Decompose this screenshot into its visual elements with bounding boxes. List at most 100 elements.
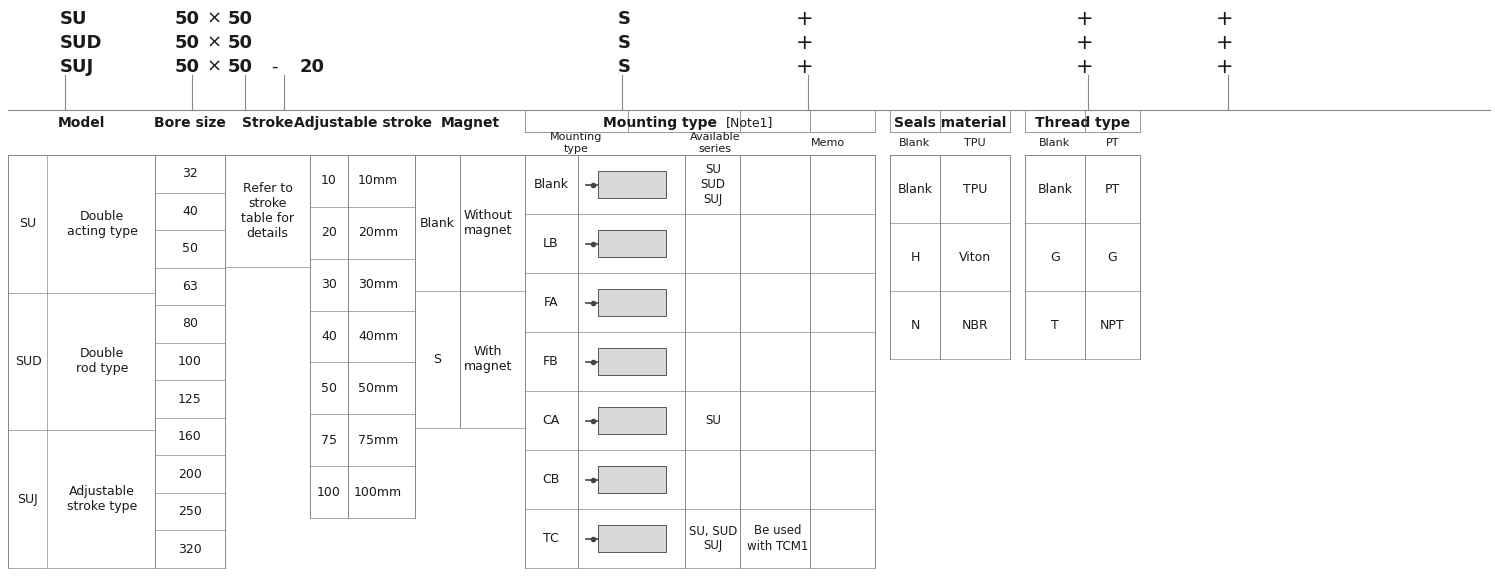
Text: 20: 20 bbox=[300, 58, 324, 76]
Text: SU: SU bbox=[706, 414, 721, 427]
Text: +: + bbox=[797, 9, 813, 29]
Text: 50: 50 bbox=[182, 242, 197, 255]
Text: 32: 32 bbox=[182, 167, 197, 180]
Text: 250: 250 bbox=[178, 505, 202, 518]
Text: SU, SUD
SUJ: SU, SUD SUJ bbox=[689, 524, 737, 553]
Text: 40: 40 bbox=[321, 330, 336, 343]
Text: 80: 80 bbox=[182, 317, 197, 331]
Text: -: - bbox=[271, 58, 278, 76]
Text: SUJ: SUJ bbox=[18, 492, 39, 506]
Text: Blank: Blank bbox=[534, 178, 568, 191]
Text: 30mm: 30mm bbox=[357, 278, 398, 291]
Text: Seals material: Seals material bbox=[894, 116, 1006, 130]
Text: H: H bbox=[910, 251, 919, 264]
Bar bbox=[598, 466, 665, 493]
Text: SU: SU bbox=[19, 218, 36, 230]
Text: SU
SUD
SUJ: SU SUD SUJ bbox=[701, 163, 725, 206]
Text: ×: × bbox=[206, 58, 223, 76]
Bar bbox=[598, 525, 665, 552]
Text: Thread type: Thread type bbox=[1035, 116, 1130, 130]
Text: Viton: Viton bbox=[958, 251, 991, 264]
Text: 50: 50 bbox=[229, 34, 253, 52]
Text: 20: 20 bbox=[321, 226, 336, 240]
Text: 10: 10 bbox=[321, 175, 336, 187]
Text: Available
series: Available series bbox=[689, 132, 740, 154]
Text: 200: 200 bbox=[178, 467, 202, 481]
Text: S: S bbox=[434, 353, 441, 366]
Text: PT: PT bbox=[1106, 138, 1120, 148]
Text: G: G bbox=[1108, 251, 1117, 264]
Text: Mounting
type: Mounting type bbox=[550, 132, 602, 154]
Text: ×: × bbox=[206, 10, 223, 28]
Bar bbox=[598, 407, 665, 434]
Text: TPU: TPU bbox=[963, 183, 987, 195]
Text: Mounting type: Mounting type bbox=[602, 116, 718, 130]
Text: 50: 50 bbox=[229, 58, 253, 76]
Text: 50: 50 bbox=[175, 34, 200, 52]
Text: +: + bbox=[1217, 57, 1233, 77]
Text: Refer to
stroke
table for
details: Refer to stroke table for details bbox=[241, 182, 295, 240]
Text: 50: 50 bbox=[175, 58, 200, 76]
Text: 75: 75 bbox=[321, 434, 336, 447]
Text: +: + bbox=[1217, 33, 1233, 53]
Text: With
magnet: With magnet bbox=[463, 346, 513, 374]
Text: Blank: Blank bbox=[420, 217, 454, 230]
Text: +: + bbox=[1217, 9, 1233, 29]
Text: S: S bbox=[617, 34, 631, 52]
Text: +: + bbox=[1076, 33, 1094, 53]
Text: 75mm: 75mm bbox=[357, 434, 398, 447]
Text: 63: 63 bbox=[182, 280, 197, 293]
Text: +: + bbox=[1076, 9, 1094, 29]
Text: Bore size: Bore size bbox=[154, 116, 226, 130]
Text: FB: FB bbox=[543, 355, 559, 368]
Text: Adjustable stroke: Adjustable stroke bbox=[293, 116, 432, 130]
Text: FA: FA bbox=[544, 296, 558, 309]
Text: TC: TC bbox=[543, 532, 559, 545]
Text: Blank: Blank bbox=[1039, 138, 1070, 148]
Text: NBR: NBR bbox=[961, 319, 988, 332]
Text: Blank: Blank bbox=[897, 183, 933, 195]
Text: 125: 125 bbox=[178, 393, 202, 405]
Text: Blank: Blank bbox=[900, 138, 930, 148]
Text: Blank: Blank bbox=[1038, 183, 1072, 195]
Text: +: + bbox=[797, 57, 813, 77]
Text: S: S bbox=[617, 10, 631, 28]
Text: CA: CA bbox=[543, 414, 559, 427]
Text: Magnet: Magnet bbox=[441, 116, 499, 130]
Text: SUD: SUD bbox=[60, 34, 103, 52]
Text: Double
rod type: Double rod type bbox=[76, 347, 129, 375]
Text: T: T bbox=[1051, 319, 1058, 332]
Text: SU: SU bbox=[60, 10, 88, 28]
Text: 50: 50 bbox=[321, 382, 336, 395]
Text: [Note1]: [Note1] bbox=[727, 117, 774, 129]
Text: 320: 320 bbox=[178, 543, 202, 556]
Text: +: + bbox=[797, 33, 813, 53]
Text: ×: × bbox=[206, 34, 223, 52]
Bar bbox=[598, 348, 665, 375]
Text: G: G bbox=[1049, 251, 1060, 264]
Text: 20mm: 20mm bbox=[357, 226, 398, 240]
Text: 50mm: 50mm bbox=[357, 382, 398, 395]
Text: 100: 100 bbox=[178, 355, 202, 368]
Text: Without
magnet: Without magnet bbox=[463, 209, 513, 237]
Text: Model: Model bbox=[58, 116, 105, 130]
Text: 40: 40 bbox=[182, 205, 197, 218]
Bar bbox=[598, 171, 665, 198]
Text: 40mm: 40mm bbox=[357, 330, 398, 343]
Text: CB: CB bbox=[543, 473, 559, 486]
Text: 30: 30 bbox=[321, 278, 336, 291]
Text: Memo: Memo bbox=[810, 138, 845, 148]
Text: SUJ: SUJ bbox=[60, 58, 94, 76]
Text: Adjustable
stroke type: Adjustable stroke type bbox=[67, 485, 138, 513]
Text: SUD: SUD bbox=[15, 355, 42, 368]
Text: NPT: NPT bbox=[1100, 319, 1124, 332]
Text: 100mm: 100mm bbox=[354, 485, 402, 499]
Text: PT: PT bbox=[1105, 183, 1120, 195]
Text: 10mm: 10mm bbox=[357, 175, 398, 187]
Text: Double
acting type: Double acting type bbox=[67, 210, 138, 238]
Bar bbox=[598, 289, 665, 316]
Text: 100: 100 bbox=[317, 485, 341, 499]
Text: 50: 50 bbox=[175, 10, 200, 28]
Text: +: + bbox=[1076, 57, 1094, 77]
Bar bbox=[598, 230, 665, 257]
